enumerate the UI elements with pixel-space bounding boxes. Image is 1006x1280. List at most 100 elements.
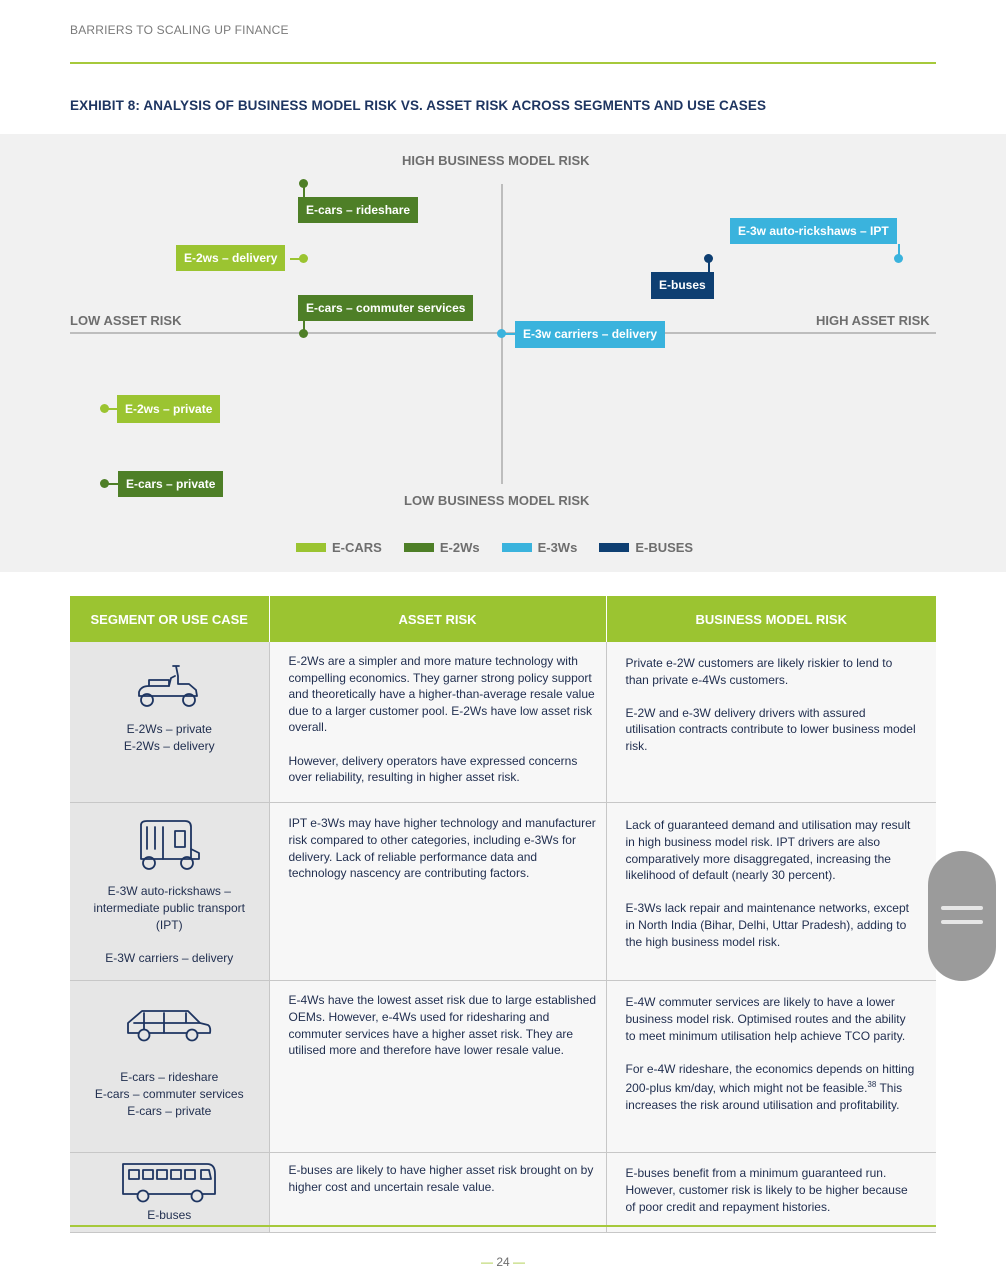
legend-swatch: [403, 543, 434, 552]
axis-label-right: HIGH ASSET RISK: [816, 313, 930, 328]
chart-point-e3w-carriers: [497, 329, 506, 338]
asset-risk-cell: IPT e-3Ws may have higher technology and…: [268, 802, 606, 982]
business-risk-text: This increases the risk around utilisati…: [625, 1081, 903, 1112]
risk-matrix-panel: [0, 134, 1006, 572]
table-row: E-3W auto-rickshaws – intermediate publi…: [70, 802, 936, 982]
car-icon: [127, 1010, 212, 1042]
segment-name: E-3W carriers – delivery: [105, 950, 234, 965]
segment-cell: E-2Ws – private E-2Ws – delivery: [70, 642, 269, 804]
point-stem: [107, 483, 118, 485]
header-asset-risk: ASSET RISK: [268, 596, 606, 642]
risk-table: SEGMENT OR USE CASE ASSET RISK BUSINESS …: [70, 596, 936, 1233]
table-row: E-cars – rideshare E-cars – commuter ser…: [70, 980, 936, 1154]
scooter-icon: [138, 665, 199, 707]
axis-label-left: LOW ASSET RISK: [70, 313, 182, 328]
point-label-ebuses: E-buses: [651, 272, 714, 299]
business-risk-cell: E-buses benefit from a minimum guarantee…: [605, 1152, 936, 1233]
scroll-handle[interactable]: [928, 851, 996, 981]
chart-point-ecars-commuter: [299, 329, 308, 338]
segment-cell: E-buses: [70, 1152, 269, 1233]
footnote-ref[interactable]: 38: [867, 1080, 877, 1090]
business-risk-text: E-2W and e-3W delivery drivers with assu…: [625, 705, 916, 753]
auto-rickshaw-icon: [140, 820, 201, 871]
business-risk-cell: Lack of guaranteed demand and utilisatio…: [605, 802, 936, 982]
point-stem: [898, 244, 900, 256]
asset-risk-text: However, delivery operators have express…: [288, 753, 578, 785]
chart-point-e3w-ipt: [894, 254, 903, 263]
business-risk-text-with-footnote: For e-4W rideshare, the economics depend…: [626, 1061, 917, 1114]
point-label-e2ws-delivery: E-2ws – delivery: [176, 245, 286, 271]
point-stem: [303, 321, 305, 332]
chart-point-e2ws-private: [100, 404, 109, 413]
point-label-ecars-rideshare: E-cars – rideshare: [298, 197, 419, 223]
point-stem: [290, 258, 301, 260]
header-rule: [70, 62, 936, 64]
legend-item-ebuses: E-BUSES: [599, 540, 693, 555]
grip-line: [941, 906, 983, 910]
legend-label: E-CARS: [332, 540, 382, 555]
legend-item-e2ws: E-2Ws: [403, 540, 480, 555]
table-row: E-2Ws – private E-2Ws – delivery E-2Ws a…: [70, 642, 936, 804]
point-label-ecars-commuter: E-cars – commuter services: [298, 295, 474, 321]
business-risk-text: Lack of guaranteed demand and utilisatio…: [625, 818, 911, 883]
point-stem: [708, 262, 710, 272]
point-stem: [505, 333, 516, 335]
chart-point-e2ws-delivery: [299, 254, 308, 263]
axis-label-top: HIGH BUSINESS MODEL RISK: [402, 153, 590, 168]
legend-swatch: [296, 543, 326, 552]
business-risk-cell: E-4W commuter services are likely to hav…: [605, 980, 936, 1154]
chart-point-ecars-private: [100, 479, 109, 488]
point-label-e3w-ipt: E-3w auto-rickshaws – IPT: [730, 218, 897, 244]
table-row: E-buses E-buses are likely to have highe…: [70, 1152, 936, 1233]
legend-label: E-3Ws: [537, 540, 578, 555]
segment-name: E-2Ws – private: [126, 722, 212, 736]
footer-rule: [70, 1225, 936, 1227]
business-risk-text: E-buses benefit from a minimum guarantee…: [625, 1166, 908, 1214]
running-header: BARRIERS TO SCALING UP FINANCE: [70, 23, 289, 37]
header-segment: SEGMENT OR USE CASE: [70, 596, 269, 642]
asset-risk-text: E-buses are likely to have higher asset …: [288, 1163, 594, 1194]
segment-name: E-cars – commuter services: [94, 1086, 244, 1101]
asset-risk-text: IPT e-3Ws may have higher technology and…: [288, 816, 596, 881]
asset-risk-text: E-2Ws are a simpler and more mature tech…: [288, 654, 595, 735]
point-stem: [303, 185, 305, 197]
legend-item-ecars: E-CARS: [296, 540, 382, 555]
chart-point-ebuses: [704, 254, 713, 263]
segment-cell: E-3W auto-rickshaws – intermediate publi…: [70, 802, 269, 982]
point-stem: [107, 408, 118, 410]
table-header-row: SEGMENT OR USE CASE ASSET RISK BUSINESS …: [70, 596, 936, 642]
chart-legend: E-CARS E-2Ws E-3Ws E-BUSES: [296, 540, 693, 555]
point-label-ecars-private: E-cars – private: [118, 471, 224, 497]
segment-cell: E-cars – rideshare E-cars – commuter ser…: [70, 980, 269, 1154]
header-business-risk: BUSINESS MODEL RISK: [605, 596, 936, 642]
business-risk-text: E-3Ws lack repair and maintenance networ…: [625, 901, 909, 949]
business-risk-text: E-4W commuter services are likely to hav…: [625, 995, 906, 1043]
segment-name: E-buses: [147, 1208, 192, 1223]
segment-names: E-3W auto-rickshaws – intermediate publi…: [70, 883, 269, 966]
legend-swatch: [599, 543, 630, 552]
legend-label: E-2Ws: [439, 540, 480, 555]
segment-name: E-3W auto-rickshaws – intermediate publi…: [93, 884, 245, 932]
asset-risk-cell: E-buses are likely to have higher asset …: [268, 1152, 606, 1233]
asset-risk-cell: E-2Ws are a simpler and more mature tech…: [268, 642, 606, 804]
point-label-e3w-carriers: E-3w carriers – delivery: [515, 321, 666, 348]
page-dash: —: [513, 1255, 526, 1269]
legend-item-e3ws: E-3Ws: [501, 540, 578, 555]
legend-swatch: [501, 543, 532, 552]
point-label-e2ws-private: E-2ws – private: [117, 395, 221, 423]
axis-label-bottom: LOW BUSINESS MODEL RISK: [404, 493, 590, 508]
segment-names: E-buses: [70, 1207, 269, 1224]
asset-risk-cell: E-4Ws have the lowest asset risk due to …: [268, 980, 606, 1154]
grip-line: [941, 920, 983, 924]
segment-names: E-2Ws – private E-2Ws – delivery: [70, 721, 269, 754]
page-number-value: 24: [496, 1255, 510, 1269]
segment-name: E-2Ws – delivery: [123, 738, 215, 753]
business-risk-text: For e-4W rideshare, the economics depend…: [625, 1061, 915, 1096]
business-risk-cell: Private e-2W customers are likely riskie…: [605, 642, 936, 804]
segment-names: E-cars – rideshare E-cars – commuter ser…: [70, 1069, 269, 1119]
asset-risk-text: E-4Ws have the lowest asset risk due to …: [288, 993, 597, 1058]
chart-point-ecars-rideshare: [299, 179, 308, 188]
segment-spacer: [70, 933, 269, 950]
legend-label: E-BUSES: [635, 540, 694, 555]
page-number: — 24 —: [0, 1255, 1006, 1269]
